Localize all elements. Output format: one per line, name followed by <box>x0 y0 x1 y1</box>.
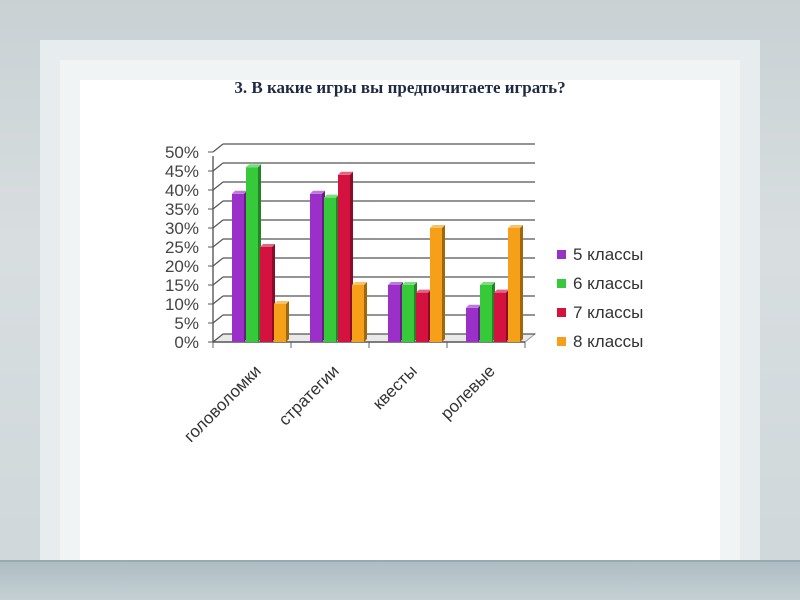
y-tick-label: 35% <box>165 200 199 219</box>
legend-swatch <box>557 308 566 317</box>
bar-top <box>246 164 261 168</box>
bar-front <box>416 292 428 342</box>
bar-top <box>274 301 289 304</box>
bar-front <box>430 228 442 342</box>
bar <box>338 171 353 342</box>
gridline-diagonal <box>212 143 224 153</box>
y-tick-label: 5% <box>174 314 199 333</box>
bar-top <box>416 289 431 293</box>
bar <box>402 282 417 342</box>
gridline-diagonal <box>212 333 224 343</box>
bar-top <box>232 190 247 194</box>
gridline-diagonal <box>212 238 224 248</box>
bottom-divider <box>0 560 800 563</box>
y-tick-label: 10% <box>165 295 199 314</box>
bar-front <box>310 193 322 342</box>
bar-front <box>274 304 286 342</box>
chart-bars <box>232 164 523 342</box>
bar-front <box>388 285 400 342</box>
bar-top <box>466 304 481 308</box>
gridline-diagonal <box>212 162 224 172</box>
legend-item: 8 классы <box>557 332 643 351</box>
legend-item: 5 классы <box>557 245 643 264</box>
bar-front <box>338 174 350 342</box>
bar <box>352 282 367 342</box>
bar-top <box>352 282 367 285</box>
legend-swatch <box>557 250 566 259</box>
bottom-band <box>0 562 800 600</box>
bar-top <box>324 194 339 198</box>
x-category-label: головоломки <box>180 361 265 446</box>
gridline-diagonal <box>212 219 224 229</box>
y-axis-ticks: 0%5%10%15%20%25%30%35%40%45%50% <box>165 143 199 352</box>
legend-item: 7 классы <box>557 303 643 322</box>
gridline-diagonal <box>212 276 224 286</box>
bar <box>260 244 275 342</box>
legend-swatch <box>557 279 566 288</box>
bar-top <box>430 225 445 228</box>
bar-top <box>494 289 509 293</box>
gridline-diagonal <box>212 181 224 191</box>
bar-side <box>364 282 367 342</box>
bar-front <box>352 285 364 342</box>
bar <box>246 164 261 342</box>
x-axis-categories: головоломки стратегии квесты ролевые <box>180 361 499 446</box>
bar <box>508 225 523 342</box>
bar-top <box>388 282 403 285</box>
bar-side <box>286 301 289 342</box>
chart-title: 3. В какие игры вы предпочитаете играть? <box>234 78 566 97</box>
legend-label: 5 классы <box>573 245 643 264</box>
bar-top <box>338 171 353 175</box>
bar-side <box>520 225 523 342</box>
y-tick-label: 20% <box>165 257 199 276</box>
bar <box>310 190 325 342</box>
bar <box>494 289 509 342</box>
bar-front <box>260 247 272 342</box>
y-tick-label: 25% <box>165 238 199 257</box>
bar-top <box>310 190 325 194</box>
bar <box>232 190 247 342</box>
bar-front <box>324 197 336 342</box>
x-category-label: ролевые <box>437 361 499 423</box>
bar-top <box>508 225 523 228</box>
bar <box>480 282 495 342</box>
bar <box>324 194 339 342</box>
gridline-diagonal <box>212 314 224 324</box>
gridline-diagonal <box>212 295 224 305</box>
y-tick-label: 15% <box>165 276 199 295</box>
bar-front <box>402 285 414 342</box>
bar <box>388 282 403 342</box>
gridline-diagonal <box>212 200 224 210</box>
legend-label: 8 классы <box>573 332 643 351</box>
bar-front <box>232 193 244 342</box>
bar-front <box>494 292 506 342</box>
y-tick-label: 45% <box>165 162 199 181</box>
bar-front <box>246 167 258 342</box>
y-tick-label: 50% <box>165 143 199 162</box>
bar <box>274 301 289 342</box>
x-category-label: квесты <box>369 361 421 413</box>
bar <box>416 289 431 342</box>
bar-top <box>260 244 275 247</box>
bar <box>430 225 445 342</box>
legend-swatch <box>557 337 566 346</box>
bar-front <box>466 307 478 342</box>
bar-top <box>402 282 417 285</box>
y-tick-label: 30% <box>165 219 199 238</box>
bar <box>466 304 481 342</box>
legend-item: 6 классы <box>557 274 643 293</box>
x-category-label: стратегии <box>275 361 343 429</box>
gridline-diagonal <box>212 257 224 267</box>
bar-front <box>480 285 492 342</box>
bar-top <box>480 282 495 285</box>
y-tick-label: 0% <box>174 333 199 352</box>
y-tick-label: 40% <box>165 181 199 200</box>
bar-side <box>442 225 445 342</box>
legend-label: 6 классы <box>573 274 643 293</box>
chart-legend: 5 классы 6 классы 7 классы 8 классы <box>557 245 643 351</box>
legend-label: 7 классы <box>573 303 643 322</box>
bar-front <box>508 228 520 342</box>
